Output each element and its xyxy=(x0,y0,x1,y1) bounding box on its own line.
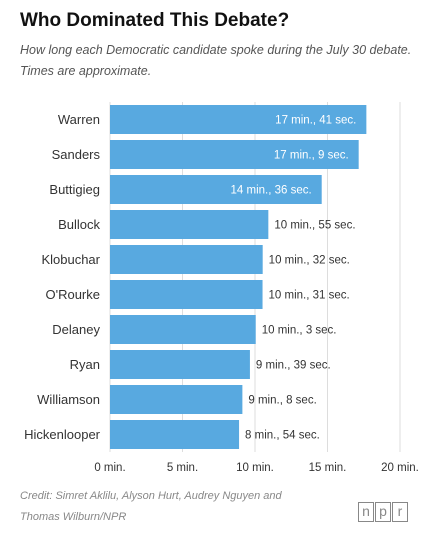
chart-subtitle: How long each Democratic candidate spoke… xyxy=(20,43,412,78)
data-label: 10 min., 3 sec. xyxy=(262,325,337,337)
logo-letter-n: n xyxy=(358,502,374,522)
bar xyxy=(110,245,263,274)
category-label: Sanders xyxy=(52,147,101,162)
category-label: Bullock xyxy=(58,217,100,232)
bar xyxy=(110,385,243,414)
x-tick-label: 0 min. xyxy=(94,462,125,474)
logo-letter-p: p xyxy=(375,502,391,522)
data-label: 10 min., 32 sec. xyxy=(269,255,350,267)
data-label: 9 min., 39 sec. xyxy=(256,360,331,372)
data-label: 17 min., 9 sec. xyxy=(274,150,349,162)
chart-title: Who Dominated This Debate? xyxy=(20,10,290,31)
data-label: 8 min., 54 sec. xyxy=(245,430,320,442)
x-tick-label: 10 min. xyxy=(236,462,274,474)
data-label: 10 min., 55 sec. xyxy=(274,220,355,232)
bar xyxy=(110,420,240,449)
bar xyxy=(110,140,359,169)
x-tick-label: 5 min. xyxy=(167,462,198,474)
category-label: Williamson xyxy=(37,392,100,407)
category-label: Buttigieg xyxy=(49,182,100,197)
x-tick-label: 20 min. xyxy=(381,462,419,474)
bar xyxy=(110,315,256,344)
data-label: 17 min., 41 sec. xyxy=(275,115,356,127)
bar xyxy=(110,210,269,239)
logo-letter-r: r xyxy=(392,502,408,522)
npr-logo: n p r xyxy=(358,502,408,522)
data-label: 10 min., 31 sec. xyxy=(269,290,350,302)
bar xyxy=(110,280,263,309)
category-label: O'Rourke xyxy=(45,287,100,302)
category-label: Klobuchar xyxy=(41,252,100,267)
bar xyxy=(110,350,250,379)
category-label: Hickenlooper xyxy=(24,427,101,442)
category-label: Delaney xyxy=(52,322,100,337)
x-tick-label: 15 min. xyxy=(309,462,347,474)
bar xyxy=(110,175,322,204)
credit-text: Credit: Simret Aklilu, Alyson Hurt, Audr… xyxy=(20,490,282,523)
data-label: 14 min., 36 sec. xyxy=(231,185,312,197)
data-label: 9 min., 8 sec. xyxy=(248,395,316,407)
category-label: Ryan xyxy=(70,357,100,372)
category-label: Warren xyxy=(58,112,100,127)
bar-chart: 0 min. 5 min. 10 min. 15 min. 20 min. Warren 1… xyxy=(24,102,419,474)
bar xyxy=(110,105,367,134)
